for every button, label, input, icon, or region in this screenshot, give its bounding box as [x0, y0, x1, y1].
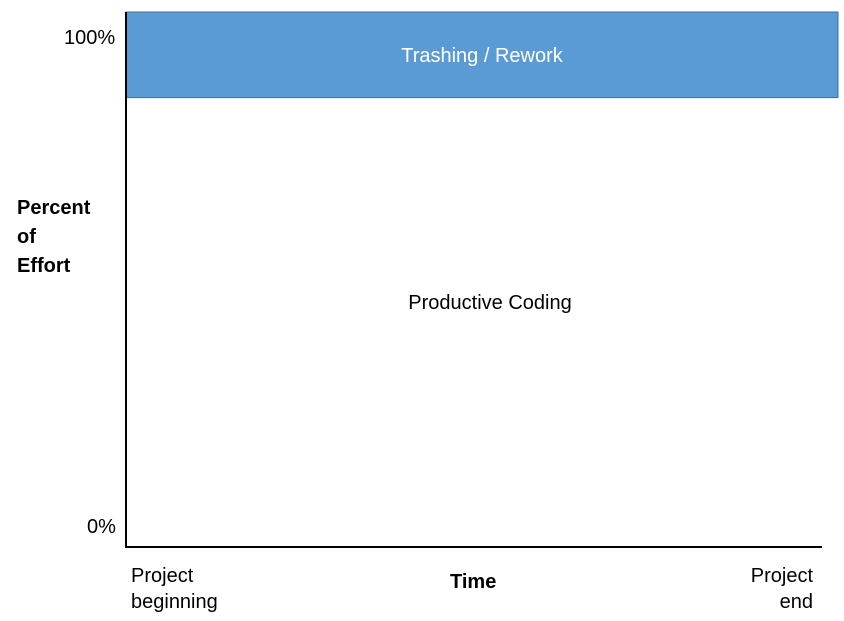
y-axis-label-line: Percent: [17, 197, 91, 219]
x-tick-line: end: [779, 591, 813, 613]
x-axis-label: Time: [450, 571, 497, 593]
y-axis-label-line: of: [17, 226, 36, 248]
series-label-rework: Trashing / Rework: [401, 45, 564, 67]
y-axis-label-line: Effort: [17, 255, 71, 277]
x-tick-project-beginning: Project beginning: [131, 563, 218, 615]
series-label-productive: Productive Coding: [408, 292, 571, 314]
y-tick-0: 0%: [87, 516, 116, 538]
area-productive-coding: [126, 97, 838, 547]
x-tick-line: Project: [131, 565, 194, 587]
x-tick-line: Project: [750, 565, 813, 587]
area-trashing-rework: [125, 11, 839, 99]
x-tick-project-end: Project end: [751, 563, 813, 615]
y-axis-label: Percent of Effort: [17, 194, 117, 281]
y-tick-100: 100%: [64, 27, 116, 49]
x-tick-line: beginning: [131, 591, 218, 613]
